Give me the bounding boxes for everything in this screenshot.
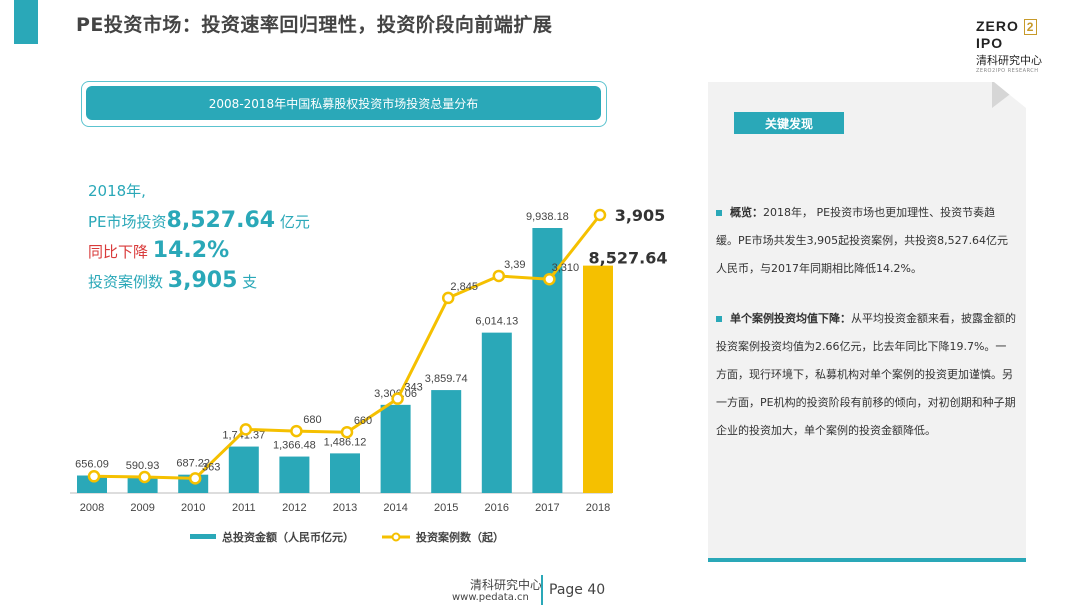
legend-bar-label: 总投资金额（人民币亿元）: [222, 530, 354, 544]
line-point-2009: [138, 470, 151, 484]
bullet-icon: [716, 210, 722, 216]
summary-label-decline: 同比下降: [88, 243, 149, 261]
legend-line-marker: [391, 532, 401, 542]
summary-line-2: PE市场投资8,527.64 亿元: [88, 206, 310, 236]
footer-org: 清科研究中心: [470, 578, 543, 592]
panel-bottom-bar: [708, 558, 1026, 562]
summary-unit-yi: 亿元: [279, 213, 310, 231]
footer-separator: [541, 575, 543, 605]
summary-label-pe: PE市场投资: [88, 213, 167, 231]
logo-left-text: ZERO: [976, 18, 1019, 34]
finding-overview-text: 2018年， PE投资市场也更加理性、投资节奏趋缓。PE市场共发生3,905起投…: [716, 206, 1009, 275]
finding-overview-title: 概览：: [730, 206, 763, 219]
line-label-2014: 343: [404, 382, 422, 394]
footer-url[interactable]: www.pedata.cn: [452, 592, 529, 603]
x-tick-2016: 2016: [485, 502, 509, 514]
finding-avg-decline-title: 单个案例投资均值下降：: [730, 312, 851, 325]
x-tick-2018: 2018: [586, 502, 610, 514]
logo-box-text: 2: [1023, 19, 1038, 35]
bar-label-2018: 8,527.64: [589, 249, 668, 268]
bar-2015: [431, 390, 462, 493]
bar-2012: [279, 456, 310, 493]
chart-title-frame: [81, 81, 607, 127]
bar-label-2009: 590.93: [126, 460, 160, 472]
line-label-2010: 363: [202, 461, 220, 473]
line-point-2010: [188, 472, 202, 485]
x-tick-2012: 2012: [282, 502, 306, 514]
bar-label-2011: 1,741.37: [222, 430, 265, 442]
line-point-2013: [340, 425, 354, 439]
line-label-2012: 680: [303, 414, 321, 426]
x-tick-2017: 2017: [535, 502, 559, 514]
legend-bar-swatch: [190, 534, 216, 539]
page-number: Page 40: [549, 582, 606, 598]
line-label-2017: 3,310: [552, 262, 580, 274]
line-label-2018: 3,905: [615, 206, 666, 225]
summary-line-3: 同比下降 14.2%: [88, 236, 310, 266]
line-point-2015: [441, 291, 455, 305]
line-point-2011: [239, 423, 253, 436]
chart-title: 2008-2018年中国私募股权投资市场投资总量分布: [86, 86, 601, 120]
x-tick-2009: 2009: [130, 502, 154, 514]
bar-2008: [77, 475, 107, 493]
summary-decline-value: 14.2%: [152, 238, 230, 263]
summary-unit-zhi: 支: [242, 273, 258, 291]
bullet-icon: [716, 316, 722, 322]
finding-overview: 概览：2018年， PE投资市场也更加理性、投资节奏趋缓。PE市场共发生3,90…: [716, 199, 1016, 283]
line-point-2008: [87, 470, 101, 483]
logo-tiny-text: ZERO2IPO RESEARCH: [976, 68, 1039, 74]
x-tick-2011: 2011: [232, 502, 256, 514]
summary-block: 2018年, PE市场投资8,527.64 亿元 同比下降 14.2% 投资案例…: [88, 176, 310, 296]
bar-label-2013: 1,486.12: [324, 436, 367, 448]
logo-right-text: IPO: [976, 35, 1004, 51]
bar-2018: [583, 265, 613, 493]
bar-label-2010: 687.22: [176, 458, 210, 470]
x-tick-2010: 2010: [181, 502, 205, 514]
zero2ipo-logo: ZERO 2 IPO 清科研究中心 ZERO2IPO RESEARCH: [976, 18, 1062, 74]
bar-2017: [532, 228, 563, 493]
bar-2016: [481, 332, 512, 493]
bar-label-2015: 3,859.74: [425, 373, 468, 385]
summary-line-4: 投资案例数 3,905 支: [88, 266, 310, 296]
summary-line-1: 2018年,: [88, 182, 146, 200]
line-label-2016: 3,39: [504, 259, 525, 271]
x-tick-2015: 2015: [434, 502, 458, 514]
line-point-2012: [290, 424, 303, 438]
page-title: PE投资市场：投资速率回归理性，投资阶段向前端扩展: [76, 14, 553, 36]
key-findings-panel: [708, 82, 1026, 562]
finding-avg-decline-text: 从平均投资金额来看，披露金额的投资案例投资均值为2.66亿元，比去年同比下降19…: [716, 312, 1016, 437]
line-point-2018: [593, 208, 607, 222]
line-point-2017: [543, 272, 556, 286]
panel-corner-cut: [994, 82, 1026, 108]
bar-label-2017: 9,938.18: [526, 211, 569, 223]
x-tick-2008: 2008: [80, 502, 104, 514]
bar-2014: [380, 404, 411, 493]
bar-label-2012: 1,366.48: [273, 440, 316, 452]
line-point-2016: [492, 269, 506, 283]
bar-2009: [127, 477, 158, 493]
summary-cases-value: 3,905: [167, 268, 238, 293]
bar-2013: [330, 453, 360, 493]
line-point-2014: [391, 392, 404, 405]
logo-subtitle: 清科研究中心: [976, 54, 1042, 67]
finding-avg-decline: 单个案例投资均值下降：从平均投资金额来看，披露金额的投资案例投资均值为2.66亿…: [716, 305, 1016, 445]
key-findings-badge: 关键发现: [734, 112, 844, 134]
line-label-2013: 660: [354, 415, 372, 427]
legend-line-label: 投资案例数（起）: [416, 530, 504, 544]
line-label-2015: 2,845: [450, 281, 478, 293]
bar-label-2016: 6,014.13: [475, 316, 518, 328]
header-accent-bar: [14, 0, 38, 44]
summary-label-cases: 投资案例数: [88, 273, 164, 291]
x-tick-2013: 2013: [333, 502, 357, 514]
bar-label-2008: 656.09: [75, 459, 109, 471]
bar-2011: [228, 446, 259, 493]
x-tick-2014: 2014: [383, 502, 407, 514]
summary-investment-value: 8,527.64: [166, 208, 276, 233]
